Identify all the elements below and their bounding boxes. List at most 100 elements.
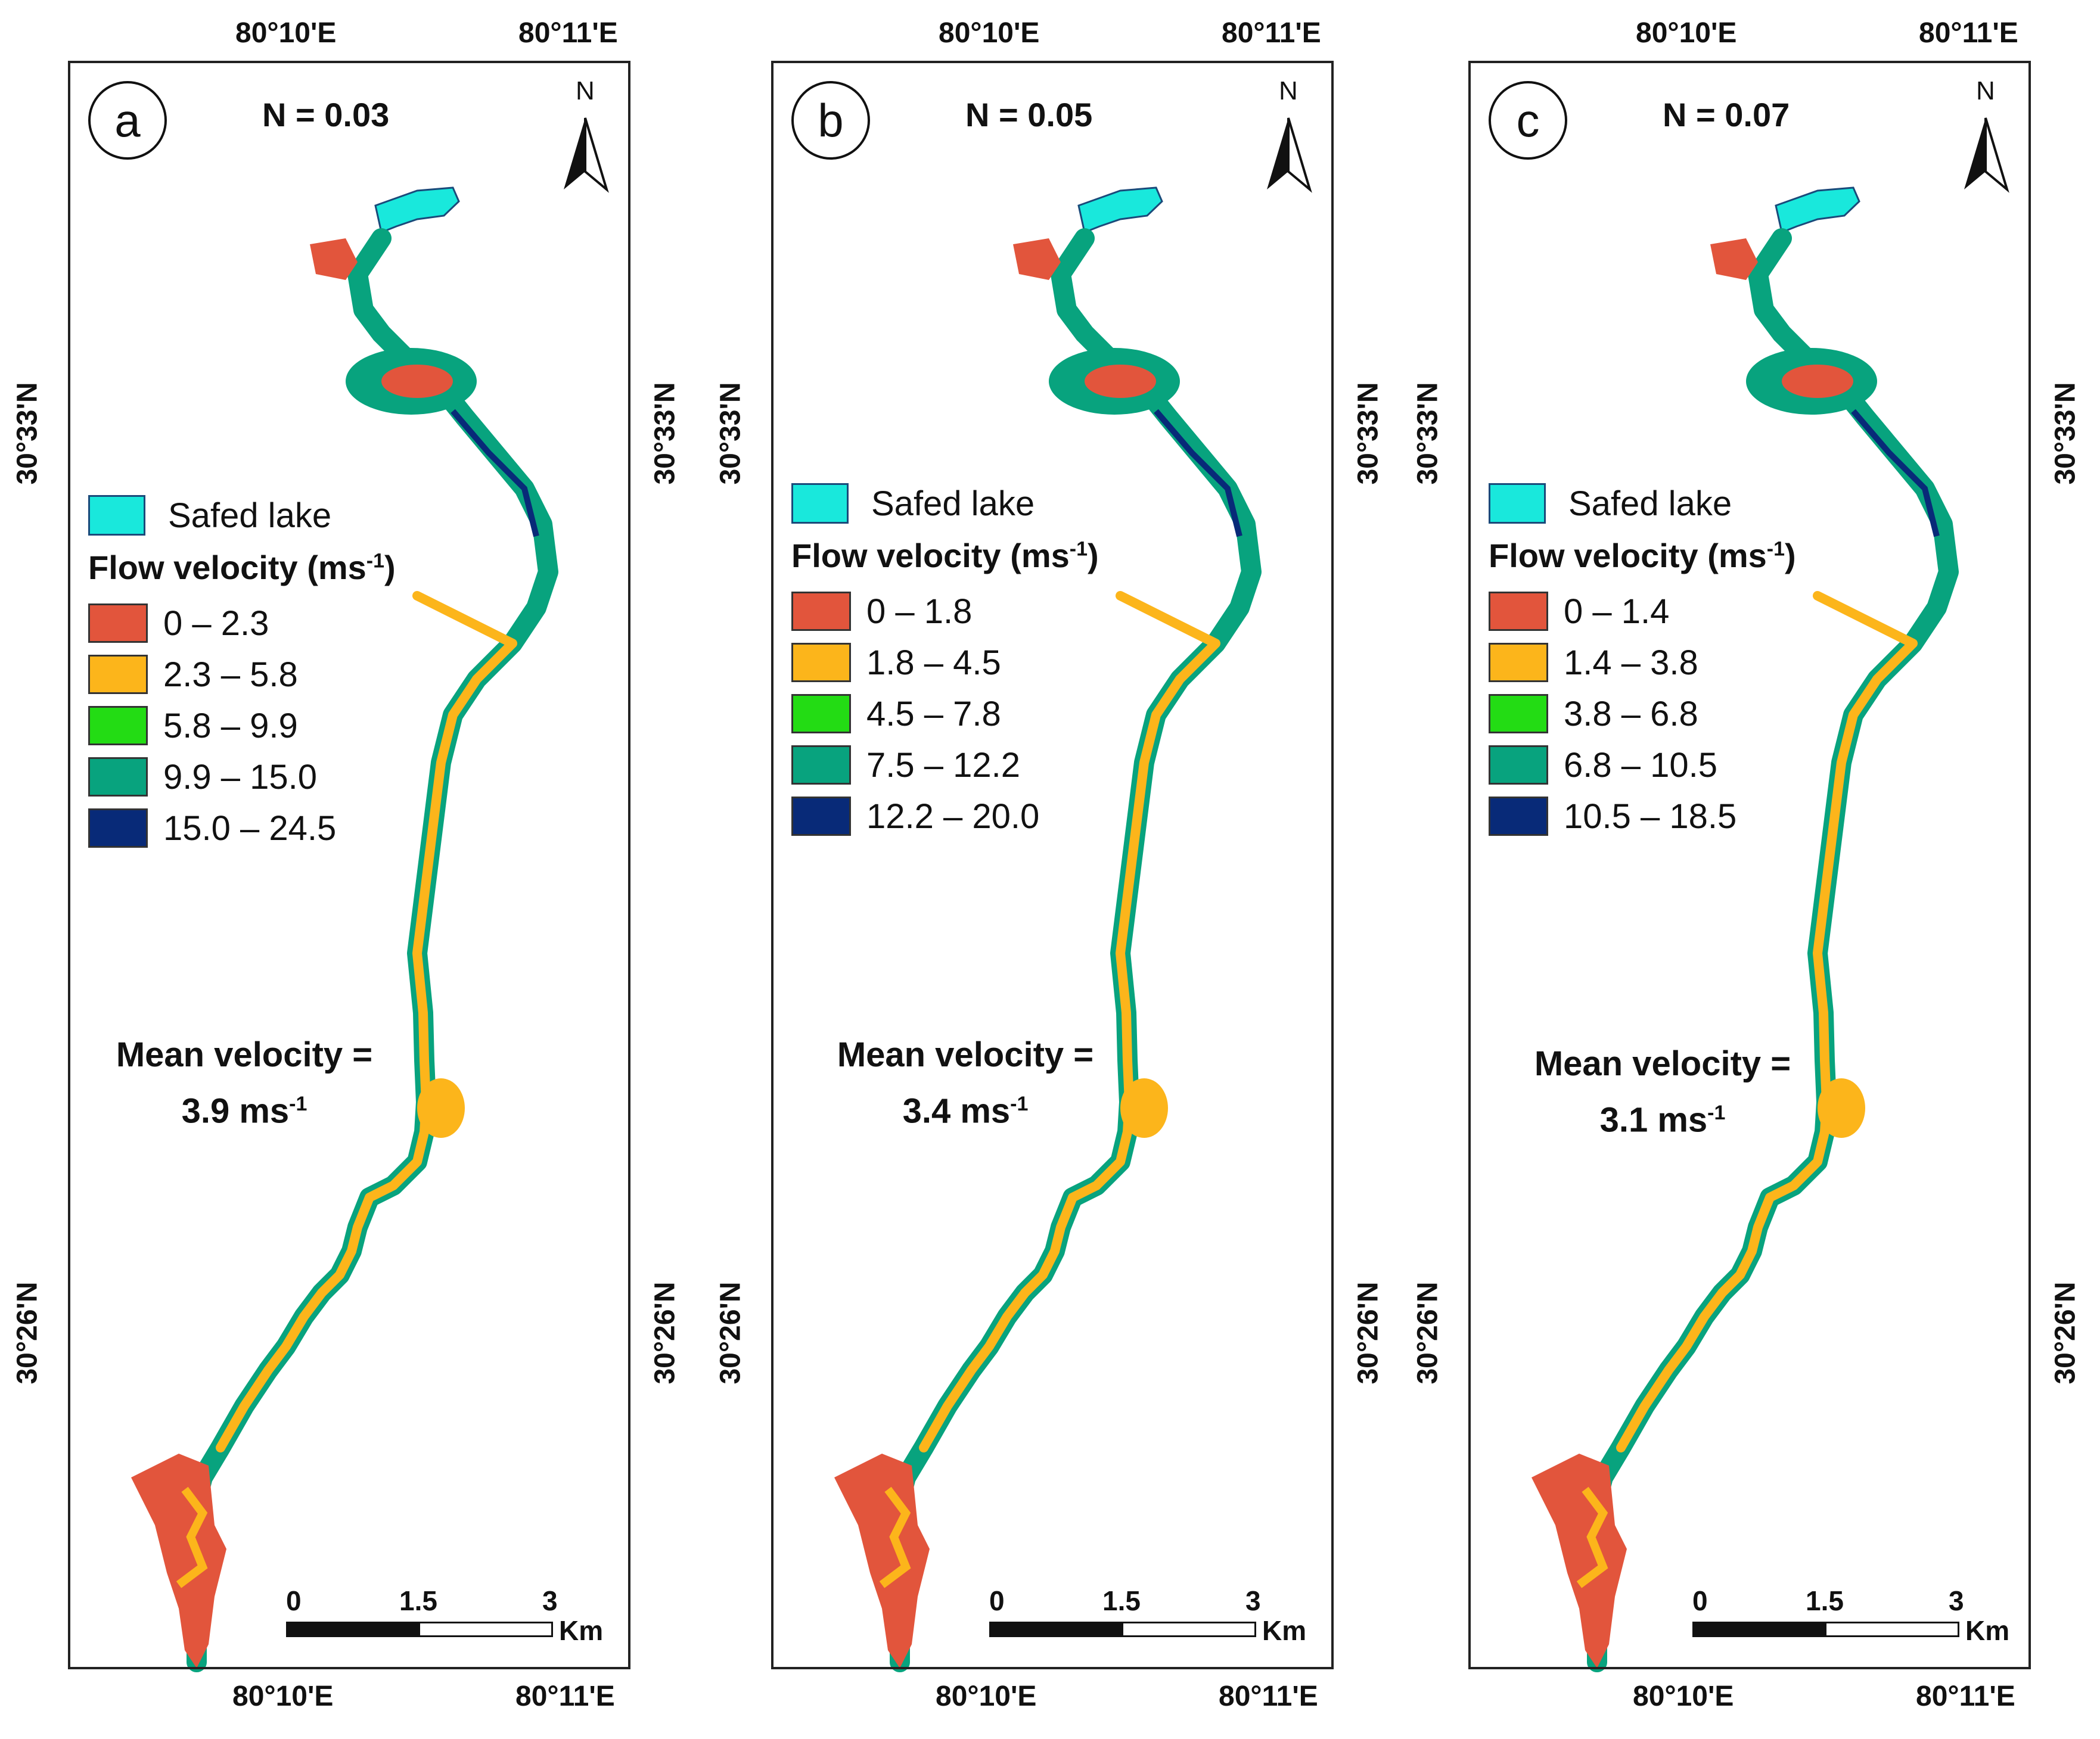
panel-letter-c: c [1489, 81, 1567, 160]
legend-title-text: Flow velocity (ms [791, 537, 1070, 574]
lat-right-north-c: 30°33'N [2049, 382, 2082, 485]
class-label: 1.8 – 4.5 [866, 643, 1001, 682]
legend-title-text: Flow velocity (ms [88, 549, 366, 586]
scale-0: 0 [286, 1585, 302, 1616]
scale-white-segment [418, 1622, 553, 1637]
legend-class-row: 3.8 – 6.8 [1489, 688, 1906, 739]
roughness-label-c: N = 0.07 [1663, 96, 1790, 133]
legend-title-sup: -1 [366, 549, 385, 573]
class-swatch-4 [88, 757, 148, 797]
class-label: 0 – 1.8 [866, 592, 973, 631]
roughness-label-a: N = 0.03 [262, 96, 390, 133]
north-arrow-icon [564, 117, 609, 193]
mean-velocity-prefix: Mean velocity = [1534, 1044, 1791, 1083]
north-letter-c: N [1976, 76, 1995, 105]
class-swatch-2 [791, 643, 851, 682]
lon-top-west-a: 80°10'E [235, 17, 337, 49]
class-label: 15.0 – 24.5 [163, 808, 337, 848]
roughness-label-b: N = 0.05 [965, 96, 1093, 133]
legend-class-row: 2.3 – 5.8 [88, 649, 505, 700]
legend-class-row: 10.5 – 18.5 [1489, 791, 1906, 842]
mean-velocity-unit: ms [239, 1091, 290, 1131]
legend-class-row: 0 – 2.3 [88, 598, 505, 649]
class-label: 0 – 1.4 [1564, 592, 1670, 631]
class-swatch-2 [88, 655, 148, 694]
class-swatch-1 [88, 603, 148, 643]
class-label: 9.9 – 15.0 [163, 757, 317, 797]
lat-right-north-a: 30°33'N [649, 382, 681, 485]
scale-unit: Km [1262, 1615, 1307, 1646]
class-label: 3.8 – 6.8 [1564, 694, 1698, 733]
river-flow-line-a [216, 591, 517, 1452]
north-arrow-b: N [1263, 76, 1317, 195]
legend-b: Safed lake Flow velocity (ms-1) 0 – 1.8 … [791, 477, 1209, 842]
mean-velocity-prefix: Mean velocity = [837, 1035, 1094, 1074]
river-map-b [834, 186, 1262, 1672]
river-flow-line-b [919, 591, 1220, 1452]
class-swatch-4 [1489, 745, 1548, 785]
class-label: 2.3 – 5.8 [163, 655, 298, 694]
scale-0: 0 [989, 1585, 1005, 1616]
lat-right-south-b: 30°26'N [1352, 1281, 1384, 1385]
mid-pool-a [417, 1078, 465, 1138]
legend-class-row: 12.2 – 20.0 [791, 791, 1209, 842]
class-label: 5.8 – 9.9 [163, 706, 298, 745]
class-label: 7.5 – 12.2 [866, 745, 1020, 785]
scale-0: 0 [1692, 1585, 1708, 1616]
mean-velocity-value: 3.1 [1599, 1100, 1648, 1140]
north-letter-a: N [576, 76, 595, 105]
scale-black-segment [989, 1622, 1124, 1637]
mean-velocity-value-line: 3.4 ms-1 [810, 1080, 1120, 1136]
lake-label-a: Safed lake [168, 496, 332, 535]
class-swatch-5 [88, 808, 148, 848]
map-panel-a: 80°10'E 80°11'E 80°10'E 80°11'E 30°33'N … [0, 0, 700, 1739]
scale-white-segment [1825, 1622, 1959, 1637]
map-frame-b [771, 61, 1334, 1669]
river-flow-line-c [1616, 591, 1918, 1452]
mean-velocity-value: 3.9 [181, 1091, 230, 1131]
legend-class-row: 1.4 – 3.8 [1489, 637, 1906, 688]
scale-end: 3 [1245, 1585, 1261, 1616]
class-swatch-3 [88, 706, 148, 745]
lat-right-south-c: 30°26'N [2049, 1281, 2082, 1385]
lake-label-b: Safed lake [871, 484, 1035, 523]
legend-title-end: ) [384, 549, 396, 586]
class-label: 0 – 2.3 [163, 603, 269, 643]
scale-mid: 1.5 [1806, 1585, 1844, 1616]
legend-lake-row-c: Safed lake [1489, 477, 1906, 530]
mid-pool-c [1818, 1078, 1865, 1138]
lat-left-north-c: 30°33'N [1412, 382, 1444, 485]
legend-title-c: Flow velocity (ms-1) [1489, 536, 1906, 575]
upper-pool-a [310, 238, 358, 280]
scale-mid: 1.5 [1102, 1585, 1141, 1616]
scale-end: 3 [1949, 1585, 1964, 1616]
legend-title-a: Flow velocity (ms-1) [88, 548, 505, 587]
class-label: 1.4 – 3.8 [1564, 643, 1698, 682]
mean-velocity-c: Mean velocity = 3.1 ms-1 [1508, 1040, 1818, 1144]
lake-label-c: Safed lake [1568, 484, 1732, 523]
legend-a: Safed lake Flow velocity (ms-1) 0 – 2.3 … [88, 489, 505, 854]
lon-bottom-east-c: 80°11'E [1916, 1681, 2015, 1712]
delta-patches-c [1576, 1486, 1608, 1588]
scale-end: 3 [542, 1585, 558, 1616]
mean-velocity-unit: ms [1657, 1100, 1708, 1140]
river-map-a [131, 186, 558, 1672]
upper-pool-c [1710, 238, 1758, 280]
upper-basin-core-c [1782, 365, 1853, 398]
class-label: 12.2 – 20.0 [866, 797, 1040, 836]
lake-swatch-c [1489, 483, 1546, 524]
legend-class-row: 7.5 – 12.2 [791, 739, 1209, 791]
map-panel-b: 80°10'E 80°11'E 80°10'E 80°11'E 30°33'N … [703, 0, 1403, 1739]
mean-velocity-b: Mean velocity = 3.4 ms-1 [810, 1031, 1120, 1136]
north-letter-b: N [1279, 76, 1298, 105]
lon-top-west-c: 80°10'E [1636, 17, 1737, 49]
panel-letter-b: b [791, 81, 870, 160]
lat-left-south-c: 30°26'N [1412, 1281, 1444, 1385]
scale-bar-c: 0 1.5 3 Km [1692, 1585, 2026, 1656]
legend-class-row: 15.0 – 24.5 [88, 802, 505, 854]
lat-right-north-b: 30°33'N [1352, 382, 1384, 485]
lake-swatch-b [791, 483, 849, 524]
legend-title-end: ) [1088, 537, 1099, 574]
lat-right-south-a: 30°26'N [649, 1281, 681, 1385]
